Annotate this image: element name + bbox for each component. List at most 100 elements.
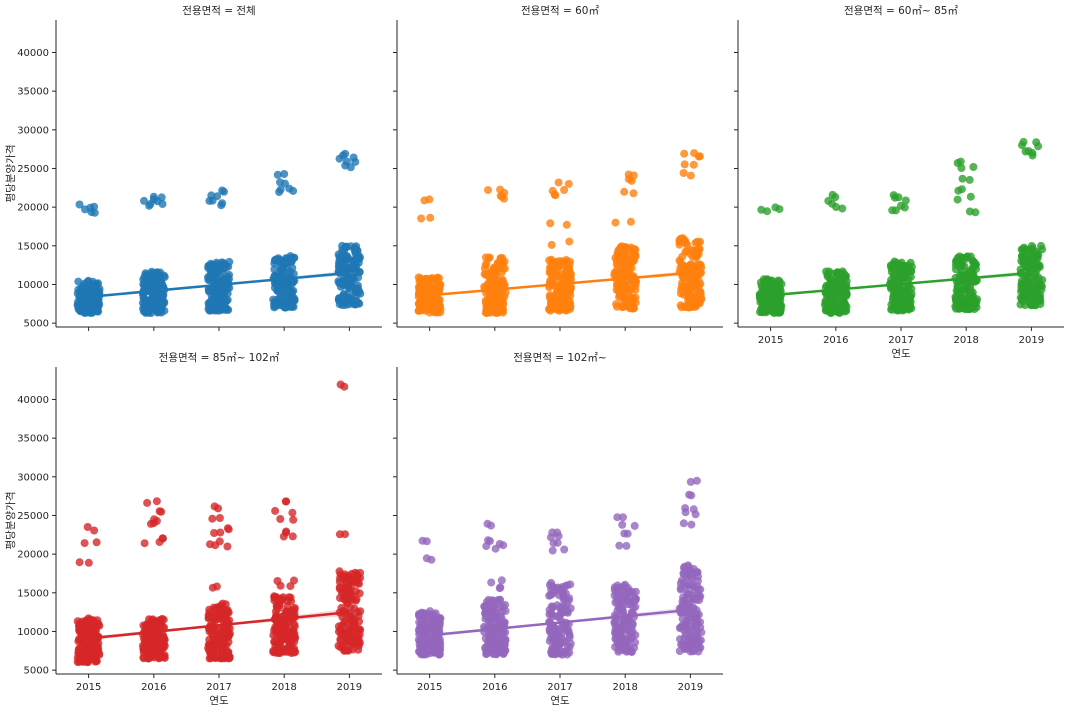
data-point <box>416 274 425 283</box>
data-point <box>284 643 293 652</box>
outlier-point <box>341 530 349 539</box>
data-point <box>207 649 216 657</box>
data-point <box>339 621 348 630</box>
data-point <box>498 288 506 297</box>
data-point <box>677 285 686 294</box>
data-point <box>622 294 631 303</box>
panel-title: 전용면적 = 60㎡ <box>521 5 599 17</box>
outlier-point <box>215 537 224 546</box>
x-tick-label: 2016 <box>482 682 507 693</box>
data-point <box>548 257 556 266</box>
outlier-point <box>216 528 225 537</box>
strip-points <box>73 149 365 317</box>
data-point <box>147 294 156 303</box>
data-point <box>610 269 619 277</box>
data-point <box>75 644 84 653</box>
data-point <box>620 264 629 273</box>
outlier-point <box>622 541 631 550</box>
x-tick-label: 2017 <box>888 335 913 346</box>
data-point <box>615 592 624 601</box>
outlier-point <box>75 558 84 567</box>
outlier-point <box>206 540 214 549</box>
data-point <box>81 632 90 641</box>
regression-line <box>429 271 691 297</box>
data-point <box>429 302 438 311</box>
strip-points <box>73 380 365 667</box>
data-point <box>481 253 490 262</box>
y-tick-label: 30000 <box>17 472 49 483</box>
outlier-point <box>1024 147 1033 155</box>
data-point <box>618 606 626 614</box>
data-point <box>423 298 431 307</box>
data-point <box>632 594 640 603</box>
data-point <box>491 615 500 624</box>
data-point <box>685 589 694 598</box>
outlier-point <box>831 193 840 202</box>
data-point <box>356 626 365 634</box>
outlier-point <box>560 186 569 194</box>
outlier-point <box>218 186 227 195</box>
data-point <box>217 603 226 611</box>
data-point <box>210 261 219 270</box>
strip-points <box>755 137 1047 318</box>
outlier-point <box>775 205 784 214</box>
outlier-point <box>288 532 297 541</box>
data-point <box>490 267 498 276</box>
data-point <box>82 641 91 650</box>
data-point <box>613 302 621 311</box>
data-point <box>894 306 903 315</box>
data-point <box>695 245 704 254</box>
data-point <box>546 304 555 313</box>
outlier-point <box>613 513 622 522</box>
data-point <box>694 288 703 297</box>
data-point <box>80 308 89 317</box>
data-point <box>416 646 425 655</box>
outlier-point <box>276 185 285 194</box>
data-point <box>354 254 363 263</box>
data-point <box>963 252 972 261</box>
data-point <box>774 298 783 307</box>
data-point <box>842 302 851 311</box>
outlier-point <box>689 160 698 169</box>
data-point <box>623 596 632 605</box>
data-point <box>76 293 85 301</box>
outlier-point <box>289 515 298 524</box>
data-point <box>288 278 297 287</box>
data-point <box>493 596 502 605</box>
data-point <box>1024 263 1033 272</box>
data-point <box>887 262 895 271</box>
data-point <box>421 306 430 315</box>
data-point <box>563 650 572 659</box>
data-point <box>489 635 498 644</box>
outlier-point <box>680 160 689 169</box>
outlier-point <box>687 491 696 500</box>
data-point <box>631 638 640 647</box>
data-point <box>501 636 510 645</box>
data-point <box>334 260 343 269</box>
outlier-point <box>140 539 149 548</box>
data-point <box>694 585 703 594</box>
x-tick-label: 2015 <box>76 682 101 693</box>
data-point <box>219 652 228 660</box>
y-tick-label: 35000 <box>17 87 49 98</box>
data-point <box>211 636 220 645</box>
x-tick-label: 2019 <box>1019 335 1044 346</box>
outlier-point <box>553 528 562 537</box>
outlier-point <box>487 578 496 587</box>
data-point <box>675 240 684 249</box>
outlier-point <box>75 200 84 209</box>
data-point <box>625 304 634 313</box>
outlier-point <box>426 213 435 222</box>
data-point <box>622 253 631 262</box>
data-point <box>336 570 345 579</box>
data-point <box>150 633 159 642</box>
x-tick-label: 2015 <box>758 335 783 346</box>
data-point <box>627 587 636 596</box>
x-tick-label: 2018 <box>271 682 296 693</box>
data-point <box>888 296 897 305</box>
data-point <box>340 290 348 298</box>
outlier-point <box>611 218 620 227</box>
outlier-point <box>548 186 557 195</box>
data-point <box>962 282 971 291</box>
data-point <box>82 650 91 659</box>
